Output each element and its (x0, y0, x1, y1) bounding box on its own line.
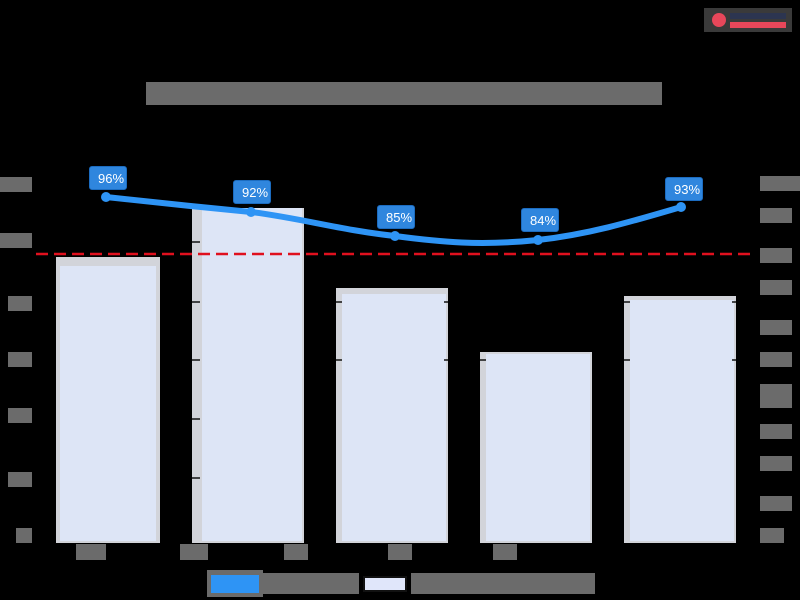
left-axis-label (8, 352, 32, 367)
bar-series (56, 208, 736, 543)
right-axis-label (760, 176, 800, 191)
legend-label: redacted series (bars) (411, 573, 595, 594)
left-axis-label (8, 408, 32, 423)
data-label: 93% (665, 177, 703, 201)
left-axis-label (8, 472, 32, 487)
x-axis-label: cat2 (180, 544, 208, 560)
right-axis-label (760, 384, 792, 408)
logo-mark-icon (712, 13, 726, 27)
x-axis-label: cat4 (388, 544, 412, 560)
right-axis-label (760, 528, 784, 543)
right-axis-label (760, 424, 792, 439)
bar-swatch-icon[interactable] (363, 575, 407, 592)
right-axis-label (760, 208, 792, 223)
right-axis-label (760, 320, 792, 335)
right-axis-label (760, 456, 792, 471)
x-axis-label: cat3 (284, 544, 308, 560)
left-axis-label (0, 177, 32, 192)
line-swatch-icon (211, 574, 259, 593)
x-axis-label: cat5 (493, 544, 517, 560)
x-axis-label: cat1 (76, 544, 106, 560)
right-axis-label (760, 352, 792, 367)
right-axis-label (760, 280, 792, 295)
left-axis-label (0, 233, 32, 248)
left-axis-label (16, 528, 32, 543)
left-axis-label (8, 296, 32, 311)
data-label: 96% (89, 166, 127, 190)
right-axis-label (760, 496, 792, 511)
data-label: 85% (377, 205, 415, 229)
legend-label: redacted series (line) (263, 573, 359, 594)
chart-title: Redacted chart title (146, 82, 662, 105)
legend-item-line[interactable] (207, 570, 263, 597)
right-axis-label (760, 248, 792, 263)
legend: redacted series (line) redacted series (… (207, 570, 595, 597)
line-markers (101, 192, 686, 245)
data-label: 92% (233, 180, 271, 204)
data-label: 84% (521, 208, 559, 232)
brand-logo (704, 8, 792, 32)
